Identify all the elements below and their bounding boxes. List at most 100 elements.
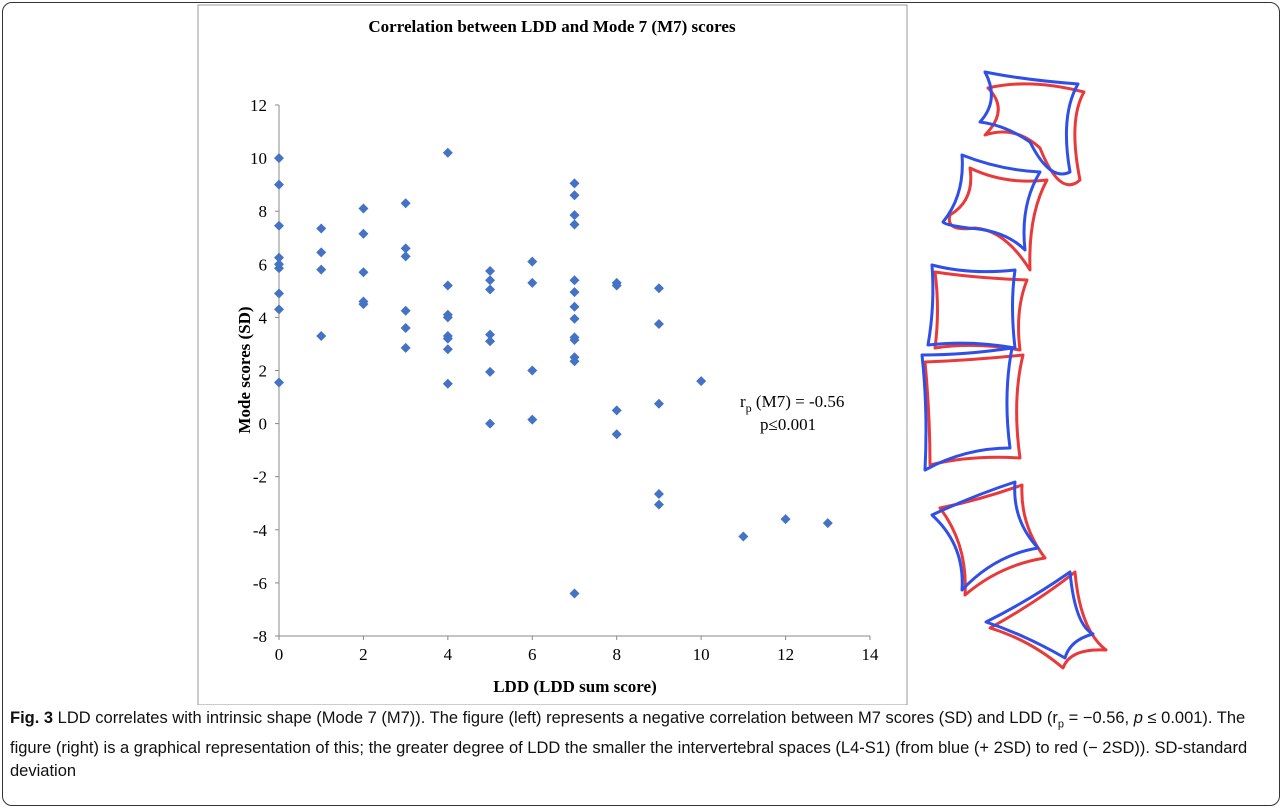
y-tick-label: 8	[259, 202, 268, 221]
chart-border	[197, 4, 908, 705]
caption-text: ≤ 0.001). The figure (right) is a graphi…	[10, 709, 1248, 781]
point	[274, 288, 284, 299]
point	[569, 334, 580, 345]
point	[316, 330, 327, 341]
point	[442, 378, 453, 389]
point	[274, 377, 284, 388]
x-tick-label: 12	[777, 645, 794, 664]
point	[442, 312, 453, 323]
point	[274, 220, 284, 231]
point	[358, 228, 369, 239]
vertebrae	[920, 70, 1108, 670]
point	[274, 252, 284, 263]
point	[442, 147, 453, 158]
y-tick-label: -2	[253, 468, 267, 487]
point	[569, 313, 580, 324]
annotation-sub: p	[746, 401, 752, 415]
point	[274, 153, 284, 164]
point	[527, 365, 538, 376]
caption: Fig. 3 LDD correlates with intrinsic sha…	[10, 707, 1272, 784]
point	[653, 319, 664, 330]
point	[527, 277, 538, 288]
point	[485, 265, 496, 276]
annotation-text: r	[740, 392, 746, 411]
annotation: rp (M7) = -0.56	[740, 392, 844, 415]
caption-label: Fig. 3	[10, 709, 54, 727]
x-tick-label: 2	[359, 645, 368, 664]
chart: Correlation between LDD and Mode 7 (M7) …	[197, 4, 1108, 705]
caption-italic: p	[1133, 709, 1143, 727]
y-tick-label: 2	[259, 362, 268, 381]
x-tick-label: 8	[612, 645, 621, 664]
point	[400, 323, 411, 334]
point	[485, 336, 496, 347]
x-tick-label: 0	[275, 645, 284, 664]
point	[485, 418, 496, 429]
point	[442, 344, 453, 355]
point	[400, 305, 411, 316]
y-tick-label: 10	[250, 149, 267, 168]
y-tick-label: 0	[259, 415, 268, 434]
point	[442, 280, 453, 291]
point	[611, 280, 622, 291]
caption-sub: p	[1057, 718, 1064, 731]
x-axis-title: LDD (LDD sum score)	[493, 677, 657, 696]
point	[653, 398, 664, 409]
point	[316, 223, 327, 234]
point	[400, 243, 411, 254]
y-tick-label: -8	[253, 627, 267, 646]
point	[442, 333, 453, 344]
y-tick-label: 6	[259, 255, 268, 274]
point	[358, 299, 369, 310]
point	[653, 499, 664, 510]
x-tick-label: 14	[862, 645, 880, 664]
point	[569, 219, 580, 230]
caption-text: LDD correlates with intrinsic shape (Mod…	[53, 709, 1058, 727]
point	[822, 518, 833, 529]
point	[569, 588, 580, 599]
point	[738, 531, 749, 542]
annotation: p≤0.001	[760, 415, 816, 434]
point	[400, 251, 411, 262]
point	[569, 287, 580, 298]
y-tick-label: 12	[250, 96, 267, 115]
point	[569, 178, 580, 189]
point	[316, 247, 327, 258]
chart-title: Correlation between LDD and Mode 7 (M7) …	[368, 17, 736, 36]
point	[485, 275, 496, 286]
point	[569, 275, 580, 286]
y-tick-label: 4	[259, 308, 268, 327]
x-tick-label: 10	[693, 645, 710, 664]
point	[485, 284, 496, 295]
y-tick-label: -4	[253, 521, 268, 540]
point	[696, 376, 707, 387]
point	[569, 301, 580, 312]
point	[358, 267, 369, 278]
point	[358, 203, 369, 214]
caption-text: = −0.56,	[1064, 709, 1134, 727]
point	[569, 210, 580, 221]
x-tick-label: 4	[444, 645, 453, 664]
y-tick-label: -6	[253, 574, 267, 593]
point	[485, 366, 496, 377]
annotation-text: (M7) = -0.56	[752, 392, 845, 411]
point	[274, 179, 284, 190]
point	[527, 256, 538, 267]
x-tick-label: 6	[528, 645, 537, 664]
point	[653, 283, 664, 294]
point	[780, 514, 791, 525]
point	[274, 304, 284, 315]
point	[569, 190, 580, 201]
point	[316, 264, 327, 275]
point	[611, 429, 622, 440]
point	[527, 414, 538, 425]
point	[274, 263, 284, 274]
point	[611, 405, 622, 416]
y-axis-title: Mode scores (SD)	[235, 306, 254, 433]
point	[653, 488, 664, 499]
point	[400, 342, 411, 353]
point	[485, 329, 496, 340]
point	[569, 356, 580, 367]
